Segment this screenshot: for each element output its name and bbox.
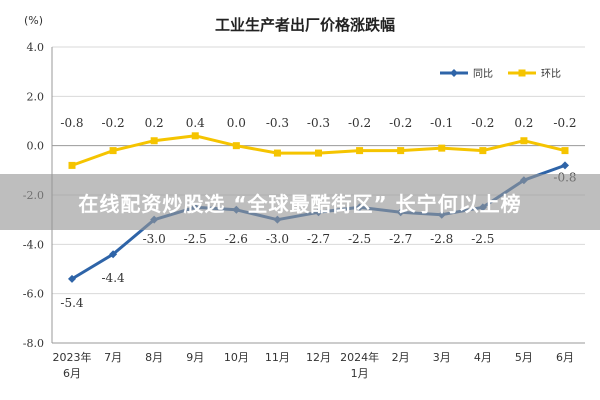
- data-point-mom: [438, 144, 446, 152]
- x-tick-label: 6月: [63, 367, 81, 380]
- data-label-yoy: -5.4: [60, 296, 84, 310]
- grid: [51, 46, 585, 344]
- data-point-mom: [356, 147, 364, 155]
- x-tick-label: 2023年: [53, 350, 92, 364]
- y-tick-label: -4.0: [23, 238, 44, 251]
- data-label-yoy: -2.7: [307, 232, 330, 246]
- data-label-yoy: -2.6: [225, 232, 248, 246]
- data-label-mom: -0.2: [102, 116, 125, 130]
- data-label-yoy: -2.5: [184, 232, 207, 246]
- data-label-mom: -0.8: [60, 116, 83, 130]
- x-tick-label: 2月: [392, 351, 410, 364]
- chart-title: 工业生产者出厂价格涨跌幅: [215, 16, 395, 34]
- data-label-mom: -0.2: [348, 116, 371, 130]
- data-label-mom: -0.2: [389, 116, 412, 130]
- y-tick-label: 2.0: [27, 90, 45, 103]
- data-labels: -0.8 -0.2 0.2 0.4 0.0 -0.3 -0.3 -0.2 -0.2 -0.1 -0.…: [60, 116, 576, 310]
- y-tick-label: 4.0: [27, 41, 45, 54]
- data-point-mom: [150, 137, 158, 145]
- data-label-yoy: -3.0: [143, 232, 166, 246]
- data-label-mom: 0.2: [514, 116, 533, 130]
- data-label-mom: -0.1: [430, 116, 453, 130]
- x-tick-label: 5月: [515, 351, 533, 364]
- x-tick-label: 2024年: [340, 350, 379, 364]
- data-label-mom: 0.4: [186, 116, 205, 130]
- data-point-yoy: [109, 250, 118, 259]
- data-point-mom: [68, 161, 76, 169]
- data-point-mom: [397, 147, 405, 155]
- data-label-mom: -0.2: [553, 116, 576, 130]
- data-label-mom: 0.0: [227, 116, 246, 130]
- overlay-banner-text: 在线配资炒股选 “全球最酷街区” 长宁何以上榜: [78, 191, 522, 216]
- data-point-yoy: [561, 161, 569, 170]
- data-label-yoy: -2.5: [471, 232, 494, 246]
- x-tick-label: 8月: [145, 351, 163, 364]
- x-tick-label: 4月: [474, 351, 492, 364]
- data-point-mom: [232, 142, 240, 150]
- data-point-mom: [273, 149, 281, 157]
- data-label-yoy: -2.5: [348, 232, 371, 246]
- data-label-yoy: -2.7: [389, 232, 412, 246]
- legend-marker: [450, 69, 458, 77]
- y-tick-label: -8.0: [23, 337, 44, 350]
- x-axis: 2023年 6月 7月 8月 9月 10月 11月 12月 2024年 1月 2月 3月 4月 5月 6月: [53, 350, 575, 380]
- x-tick-label: 12月: [306, 351, 331, 364]
- data-point-mom: [561, 147, 569, 155]
- x-tick-label: 3月: [433, 351, 451, 364]
- data-label-mom: -0.3: [266, 116, 289, 130]
- overlay-banner: 在线配资炒股选 “全球最酷街区” 长宁何以上榜: [0, 174, 600, 230]
- data-label-yoy: -4.4: [102, 271, 126, 285]
- data-label-mom: -0.2: [471, 116, 494, 130]
- legend-label: 环比: [541, 68, 561, 80]
- x-tick-label: 7月: [104, 351, 122, 364]
- x-tick-label: 6月: [556, 351, 574, 364]
- y-tick-label: 0.0: [27, 140, 45, 153]
- y-tick-label: -6.0: [23, 288, 44, 301]
- data-point-mom: [520, 137, 528, 145]
- data-point-yoy: [68, 274, 76, 283]
- data-point-mom: [191, 132, 199, 140]
- data-point-mom: [479, 147, 487, 155]
- x-tick-label: 9月: [186, 351, 204, 364]
- data-label-yoy: -3.0: [266, 232, 289, 246]
- data-point-mom: [315, 149, 322, 157]
- x-tick-label: 10月: [224, 351, 249, 364]
- data-label-mom: 0.2: [145, 116, 164, 130]
- legend-label: 同比: [473, 68, 493, 80]
- data-point-mom: [109, 147, 117, 155]
- x-tick-label: 11月: [265, 351, 290, 364]
- data-label-yoy: -2.8: [430, 232, 453, 246]
- legend-marker: [518, 69, 526, 77]
- data-label-mom: -0.3: [307, 116, 330, 130]
- legend: 同比 环比: [440, 68, 561, 80]
- x-tick-label: 1月: [351, 367, 369, 380]
- y-axis-unit: (%): [24, 14, 43, 27]
